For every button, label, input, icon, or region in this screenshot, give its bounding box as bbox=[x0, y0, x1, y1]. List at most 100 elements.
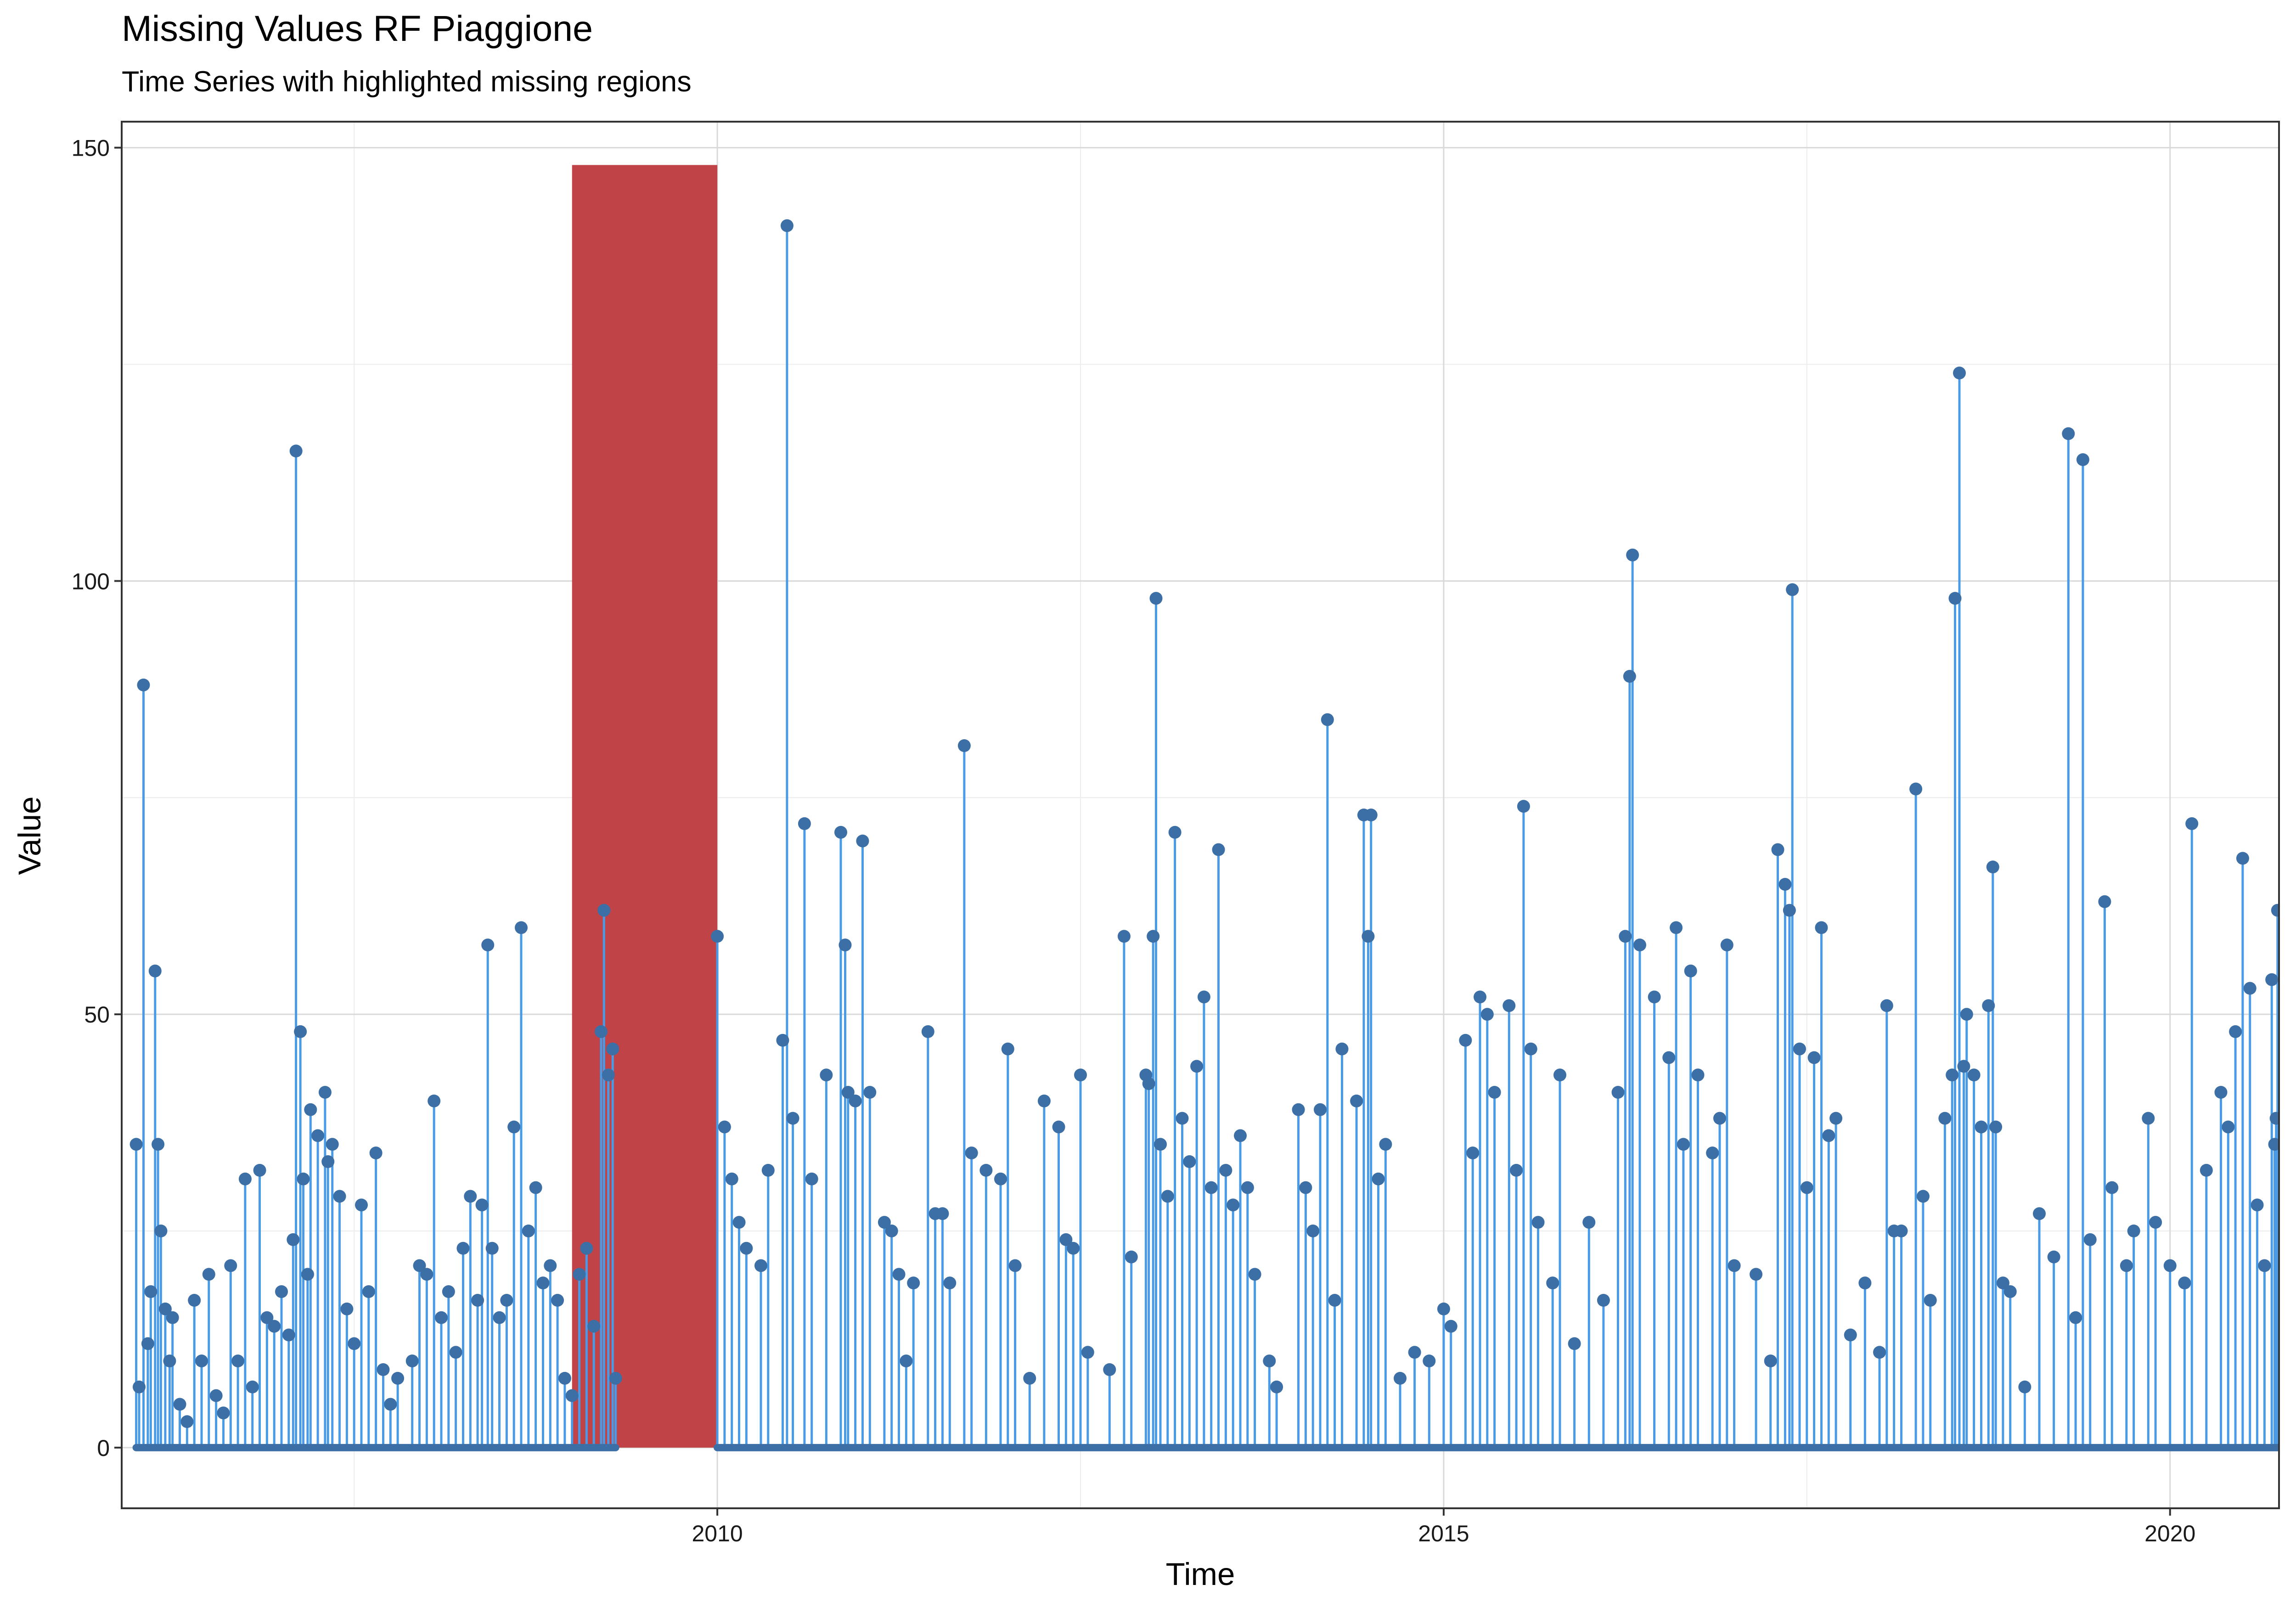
data-point bbox=[849, 1094, 862, 1107]
data-point bbox=[1219, 1163, 1232, 1177]
data-point bbox=[311, 1129, 325, 1142]
data-point bbox=[863, 1086, 877, 1099]
data-point bbox=[224, 1259, 237, 1272]
data-point bbox=[602, 1068, 615, 1082]
data-point bbox=[1292, 1103, 1305, 1116]
data-point bbox=[456, 1242, 470, 1255]
data-point bbox=[1197, 990, 1210, 1004]
data-point bbox=[507, 1120, 521, 1134]
data-point bbox=[1895, 1225, 1908, 1237]
data-point bbox=[428, 1094, 441, 1107]
data-point bbox=[287, 1233, 300, 1246]
data-point bbox=[1713, 1112, 1726, 1125]
data-point bbox=[152, 1138, 165, 1151]
data-point bbox=[2062, 427, 2075, 440]
data-point bbox=[1670, 921, 1683, 934]
data-point bbox=[1938, 1112, 1952, 1125]
data-point bbox=[2243, 982, 2257, 995]
data-point bbox=[1423, 1354, 1436, 1368]
data-point bbox=[289, 444, 303, 458]
data-point bbox=[1611, 1086, 1625, 1099]
data-point bbox=[2033, 1207, 2046, 1220]
data-point bbox=[587, 1320, 601, 1333]
data-point bbox=[1372, 1172, 1385, 1186]
data-point bbox=[1728, 1259, 1741, 1272]
data-point bbox=[979, 1163, 993, 1177]
data-point bbox=[148, 964, 162, 978]
data-point bbox=[246, 1380, 259, 1393]
data-point bbox=[1568, 1337, 1581, 1350]
data-point bbox=[551, 1294, 564, 1307]
data-point bbox=[144, 1285, 158, 1298]
data-point bbox=[606, 1042, 619, 1056]
data-point bbox=[2018, 1380, 2032, 1393]
data-point bbox=[2142, 1112, 2155, 1125]
data-point bbox=[340, 1302, 354, 1315]
data-point bbox=[2083, 1233, 2097, 1246]
data-point bbox=[1793, 1042, 1806, 1056]
data-point bbox=[754, 1259, 767, 1272]
data-point bbox=[573, 1268, 586, 1281]
data-point bbox=[1909, 782, 1923, 796]
x-axis-title: Time bbox=[1166, 1556, 1235, 1592]
data-point bbox=[301, 1268, 314, 1281]
y-tick-label: 50 bbox=[84, 1002, 110, 1028]
data-point bbox=[268, 1320, 281, 1333]
data-point bbox=[132, 1380, 146, 1393]
data-point bbox=[2178, 1276, 2191, 1290]
data-point bbox=[275, 1285, 288, 1298]
data-point bbox=[1117, 930, 1131, 943]
data-point bbox=[878, 1216, 891, 1229]
data-point bbox=[471, 1294, 484, 1307]
data-point bbox=[1052, 1120, 1065, 1134]
data-point bbox=[2098, 895, 2111, 908]
data-point bbox=[195, 1354, 208, 1368]
data-point bbox=[321, 1155, 335, 1168]
data-point bbox=[1212, 843, 1225, 856]
data-point bbox=[1626, 548, 1639, 562]
data-point bbox=[1989, 1120, 2003, 1134]
y-axis-title: Value bbox=[12, 796, 47, 875]
data-point bbox=[1720, 938, 1733, 952]
data-point bbox=[217, 1406, 230, 1420]
data-point bbox=[900, 1354, 913, 1368]
data-point bbox=[1996, 1276, 2009, 1290]
data-point bbox=[500, 1294, 513, 1307]
data-point bbox=[1764, 1354, 1777, 1368]
data-point bbox=[202, 1268, 215, 1281]
data-point bbox=[1684, 964, 1697, 978]
y-tick-label: 150 bbox=[72, 135, 110, 161]
data-point bbox=[1953, 366, 1966, 380]
data-point bbox=[1750, 1268, 1763, 1281]
data-point bbox=[318, 1086, 332, 1099]
data-point bbox=[1408, 1346, 1421, 1359]
data-point bbox=[1662, 1051, 1676, 1064]
data-point bbox=[1957, 1060, 1970, 1073]
data-point bbox=[558, 1371, 571, 1385]
data-point bbox=[718, 1120, 731, 1134]
data-point bbox=[1306, 1225, 1320, 1237]
data-point bbox=[921, 1025, 934, 1038]
data-point bbox=[522, 1225, 535, 1237]
data-point bbox=[943, 1276, 957, 1290]
data-point bbox=[362, 1285, 375, 1298]
data-point bbox=[1234, 1129, 1247, 1142]
data-point bbox=[1480, 1008, 1494, 1021]
data-point bbox=[776, 1034, 789, 1047]
x-tick-label: 2010 bbox=[692, 1521, 743, 1546]
data-point bbox=[1503, 999, 1516, 1012]
data-point bbox=[761, 1163, 775, 1177]
data-point bbox=[420, 1268, 433, 1281]
data-point bbox=[1103, 1363, 1116, 1376]
data-point bbox=[1142, 1077, 1155, 1090]
data-point bbox=[907, 1276, 920, 1290]
data-point bbox=[2268, 1138, 2279, 1151]
data-point bbox=[1691, 1068, 1705, 1082]
data-point bbox=[391, 1371, 405, 1385]
data-point bbox=[838, 938, 852, 952]
data-point bbox=[1807, 1051, 1821, 1064]
data-point bbox=[1328, 1294, 1341, 1307]
plot-panel-border bbox=[121, 121, 2280, 1509]
data-point bbox=[1948, 592, 1962, 605]
